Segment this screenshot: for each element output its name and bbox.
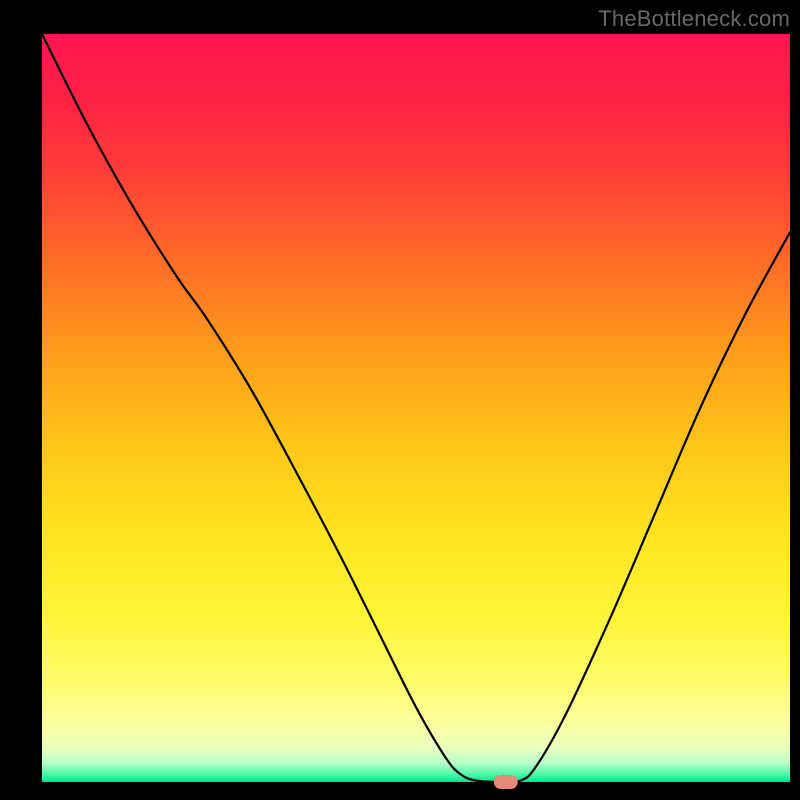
frame-right xyxy=(790,0,800,800)
frame-bottom xyxy=(0,782,800,800)
chart-svg xyxy=(0,0,800,800)
plot-background xyxy=(42,34,790,782)
watermark-text: TheBottleneck.com xyxy=(598,6,790,32)
bottleneck-chart: TheBottleneck.com xyxy=(0,0,800,800)
frame-left xyxy=(0,0,42,800)
optimum-marker xyxy=(494,775,518,789)
